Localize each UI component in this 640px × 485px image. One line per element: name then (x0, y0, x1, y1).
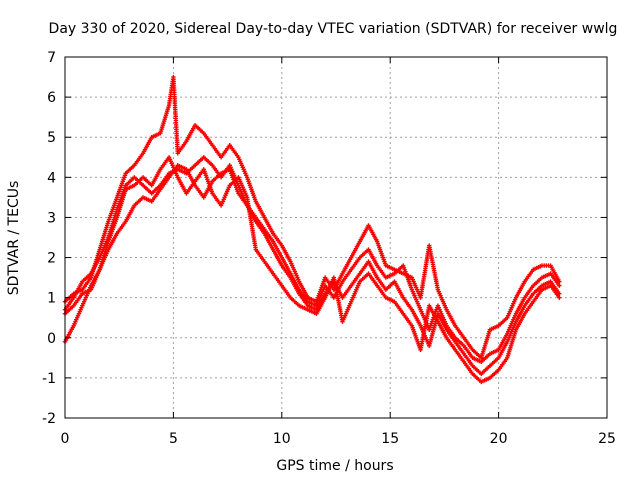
data-point (557, 283, 562, 288)
x-tick-label: 10 (273, 431, 291, 447)
series-track-d (62, 155, 562, 385)
y-tick-label: 6 (47, 90, 56, 106)
chart-title: Day 330 of 2020, Sidereal Day-to-day VTE… (49, 21, 618, 37)
x-axis-label: GPS time / hours (276, 458, 393, 474)
x-tick-label: 20 (490, 431, 508, 447)
x-tick-label: 15 (381, 431, 399, 447)
y-axis-label: SDTVAR / TECUs (6, 181, 22, 296)
series-track-c (62, 74, 562, 361)
data-series (62, 74, 562, 385)
y-tick-label: 3 (47, 210, 56, 226)
y-tick-label: 7 (47, 50, 56, 66)
y-tick-label: 2 (47, 251, 56, 267)
x-tick-label: 5 (169, 431, 178, 447)
y-tick-label: 5 (47, 130, 56, 146)
x-tick-label: 0 (61, 431, 70, 447)
y-tick-label: -2 (42, 411, 56, 427)
x-tick-label: 25 (598, 431, 616, 447)
y-tick-label: 1 (47, 291, 56, 307)
y-tick-label: 0 (47, 331, 56, 347)
y-tick-label: 4 (47, 170, 56, 186)
plot-frame (64, 56, 608, 419)
data-point (557, 295, 562, 300)
axis-ticks: 0 5 10 15 20 25 -2 -1 0 1 2 3 4 5 6 7 (42, 50, 616, 447)
y-tick-label: -1 (42, 371, 56, 387)
data-point (557, 279, 562, 284)
